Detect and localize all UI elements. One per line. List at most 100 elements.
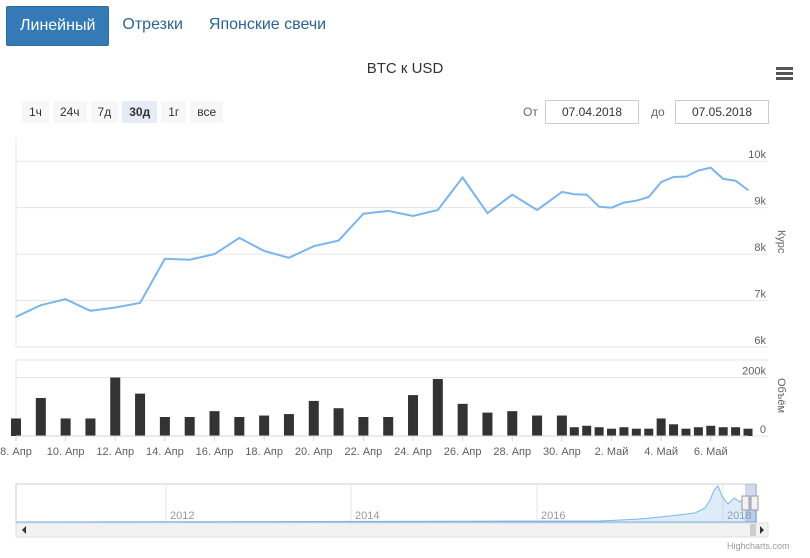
price-point	[312, 245, 315, 248]
price-y-tick-label: 10k	[748, 149, 766, 161]
volume-bar	[209, 411, 220, 436]
price-point	[387, 210, 390, 212]
price-point	[337, 239, 340, 242]
price-point	[734, 179, 737, 182]
volume-bar	[358, 417, 369, 436]
volume-bar	[669, 424, 679, 436]
price-point	[697, 169, 700, 172]
navigator-tick-label: 2014	[355, 510, 379, 522]
x-tick-label: 16. Апр	[196, 446, 234, 458]
range-button-3[interactable]: 30д	[122, 101, 158, 123]
x-tick-label: 2. Май	[595, 446, 629, 458]
volume-bar	[110, 377, 121, 436]
price-point	[623, 201, 625, 204]
volume-bar	[11, 418, 21, 436]
volume-bar	[743, 428, 753, 436]
price-point	[561, 191, 563, 193]
volume-bar	[308, 400, 319, 436]
price-point	[573, 193, 576, 195]
chart-type-tabs: Линейный Отрезки Японские свечи	[6, 6, 339, 46]
price-point	[89, 309, 92, 312]
x-tick-label: 26. Апр	[444, 446, 482, 458]
price-point	[672, 176, 675, 178]
volume-bar	[383, 417, 394, 436]
price-point	[635, 199, 638, 202]
hamburger-menu-icon[interactable]	[776, 67, 793, 81]
price-point	[213, 253, 216, 255]
volume-axis-label: Объём	[775, 378, 787, 413]
volume-bar	[656, 418, 666, 436]
price-point	[362, 212, 365, 215]
tab-0[interactable]: Линейный	[6, 6, 110, 46]
x-tick-label: 18. Апр	[245, 446, 283, 458]
price-y-tick-label: 7k	[754, 289, 766, 301]
price-point	[660, 181, 662, 183]
date-to-label: до	[651, 105, 665, 119]
range-button-5[interactable]: все	[190, 101, 224, 123]
price-line	[15, 166, 749, 318]
price-point	[64, 298, 67, 300]
price-point	[15, 316, 17, 318]
volume-bar	[594, 427, 604, 436]
range-button-0[interactable]: 1ч	[22, 101, 49, 123]
price-point	[288, 257, 290, 259]
price-point	[511, 193, 514, 196]
volume-bar	[333, 408, 344, 436]
x-tick-label: 28. Апр	[493, 446, 531, 458]
price-point	[139, 302, 141, 304]
volume-bar	[85, 418, 96, 436]
price-point	[114, 306, 117, 309]
volume-bar	[135, 393, 146, 436]
x-tick-label: 22. Апр	[345, 446, 383, 458]
price-axis-label: Курс	[775, 230, 787, 254]
volume-bar	[706, 425, 716, 436]
volume-bar	[569, 427, 579, 436]
volume-bar	[432, 379, 443, 436]
range-button-2[interactable]: 7д	[90, 101, 119, 123]
range-button-4[interactable]: 1г	[161, 101, 187, 123]
credit-link[interactable]: Highcharts.com	[727, 541, 790, 551]
volume-bar	[283, 414, 294, 436]
price-y-tick-label: 8k	[754, 242, 766, 254]
range-selector: 1ч 24ч 7д 30д 1г все	[22, 101, 227, 123]
price-y-tick-label: 6k	[754, 335, 766, 347]
price-point	[747, 189, 749, 191]
date-to-input[interactable]: 07.05.2018	[675, 100, 769, 124]
price-point	[722, 178, 724, 180]
volume-bar	[159, 417, 170, 436]
volume-bar	[532, 415, 543, 436]
volume-bar	[60, 418, 71, 436]
volume-bar	[556, 415, 567, 436]
tab-2[interactable]: Японские свечи	[208, 16, 327, 33]
volume-y-tick-label: 0	[760, 424, 766, 436]
date-from-label: От	[523, 105, 538, 119]
volume-bar	[408, 395, 419, 436]
x-tick-label: 8. Апр	[0, 446, 32, 458]
price-point	[585, 193, 588, 196]
volume-bar	[731, 427, 741, 436]
price-point	[598, 205, 600, 208]
volume-bar	[718, 427, 728, 436]
volume-bar	[507, 411, 518, 436]
price-point	[188, 258, 191, 261]
volume-bar	[681, 428, 691, 436]
volume-bar	[631, 428, 641, 436]
tab-1[interactable]: Отрезки	[122, 16, 183, 33]
range-button-1[interactable]: 24ч	[52, 101, 87, 123]
volume-bar	[457, 403, 468, 436]
x-tick-label: 10. Апр	[47, 446, 85, 458]
price-point	[40, 304, 42, 307]
price-point	[486, 212, 489, 215]
date-from-input[interactable]: 07.04.2018	[545, 100, 639, 124]
price-point	[709, 166, 712, 169]
navigator-tick-label: 2012	[170, 510, 194, 522]
price-point	[412, 215, 414, 217]
price-point	[437, 209, 439, 211]
price-point	[610, 206, 613, 209]
x-tick-label: 30. Апр	[543, 446, 581, 458]
volume-y-tick-label: 200k	[742, 366, 766, 378]
navigator-handle-left	[741, 495, 750, 511]
volume-bar	[644, 428, 654, 436]
x-tick-label: 20. Апр	[295, 446, 333, 458]
volume-bar	[582, 425, 592, 436]
